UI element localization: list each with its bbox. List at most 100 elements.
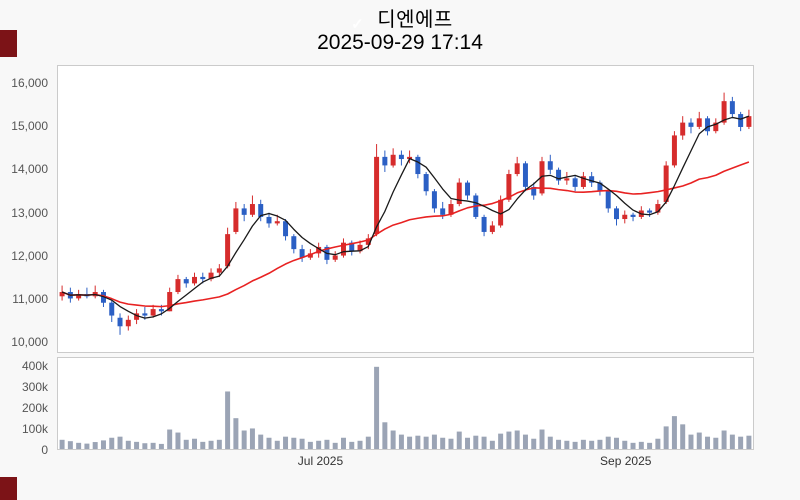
volume-bar (233, 418, 239, 449)
volume-bar (249, 428, 255, 449)
volume-bar (440, 437, 446, 449)
candle-body (688, 122, 694, 127)
candle-body (440, 208, 446, 215)
volume-chart (59, 366, 752, 449)
volume-bar (125, 440, 131, 449)
volume-bar (208, 440, 214, 449)
volume-bar (150, 442, 156, 449)
candle-body (481, 216, 487, 232)
volume-bar (655, 438, 661, 449)
volume-bar (84, 443, 90, 449)
volume-bar (647, 442, 653, 449)
candle-body (407, 156, 413, 160)
candle-body (332, 255, 338, 260)
price-tick-label: 11,000 (12, 292, 48, 307)
candle-body (390, 154, 396, 166)
volume-bar (564, 440, 570, 449)
volume-bar (547, 436, 553, 449)
volume-tick-label: 200k (21, 401, 48, 415)
candle-body (580, 176, 586, 187)
volume-bar (522, 434, 528, 449)
volume-bar (514, 430, 520, 449)
candle-body (59, 292, 65, 297)
volume-bar (291, 437, 297, 449)
volume-bar (158, 443, 164, 449)
candle-body (316, 246, 322, 254)
volume-bar (671, 416, 677, 449)
volume-bar (431, 434, 437, 449)
volume-bar (729, 434, 735, 449)
volume-bar (216, 439, 222, 449)
volume-bar (696, 432, 702, 449)
volume-bar (192, 438, 197, 449)
volume-bar (481, 436, 487, 449)
volume-bar (225, 391, 231, 449)
volume-bar (299, 438, 305, 449)
candle-body (299, 249, 305, 258)
chart-header: ✓ 디엔에프 (0, 3, 800, 35)
time-tick-label: Jul 2025 (297, 454, 344, 468)
volume-bar (597, 439, 603, 449)
candle-body (183, 279, 189, 284)
candle-body (216, 268, 222, 273)
volume-axis-labels: 400k 300k 200k 100k 0 (0, 0, 53, 500)
volume-bar (614, 437, 619, 449)
volume-bar (67, 441, 73, 449)
volume-bar (357, 440, 363, 449)
volume-bar (374, 366, 380, 449)
candle-body (622, 214, 628, 220)
volume-bar (92, 442, 98, 449)
volume-bar (407, 436, 413, 449)
candle-body (556, 169, 562, 181)
price-tick-label: 12,000 (11, 248, 48, 263)
candle-body (76, 294, 82, 299)
volume-bar (175, 432, 181, 449)
volume-bar (324, 439, 330, 449)
candle-body (680, 122, 686, 136)
volume-tick-label: 0 (41, 443, 48, 457)
candle-body (167, 292, 173, 312)
candle-body (398, 154, 404, 160)
volume-bar (283, 436, 289, 449)
candle-body (498, 199, 504, 226)
price-tick-label: 15,000 (11, 119, 48, 134)
candle-body (531, 186, 537, 196)
ma-fast-line (61, 115, 750, 319)
volume-bar (200, 441, 206, 449)
candle-body (125, 319, 131, 327)
volume-tick-label: 300k (21, 380, 48, 395)
candle-body (729, 101, 735, 115)
candle-body (506, 174, 512, 200)
candle-body (382, 156, 388, 166)
volume-bar (183, 439, 189, 449)
volume-bar (142, 443, 148, 449)
candle-body (233, 208, 239, 232)
candle-body (117, 317, 123, 327)
price-tick-label: 10,000 (11, 335, 48, 350)
volume-bar (398, 434, 404, 449)
volume-bar (349, 441, 355, 449)
price-tick-label: 13,000 (11, 205, 48, 220)
ma-slow-line (61, 161, 750, 308)
volume-bar (630, 442, 636, 449)
window-edge-artifact-bottom (0, 477, 17, 500)
candle-body (415, 156, 421, 175)
volume-bar (340, 437, 346, 449)
candle-body (564, 178, 570, 181)
volume-bar (365, 436, 371, 449)
chart-datetime: 2025-09-29 17:14 (317, 31, 483, 54)
volume-bar (498, 433, 504, 449)
volume-bar (382, 422, 388, 449)
volume-tick-label: 400k (21, 359, 48, 374)
candle-body (431, 191, 437, 209)
volume-bar (456, 431, 462, 449)
volume-bar (241, 430, 247, 449)
candle-body (514, 163, 520, 175)
candle-body (283, 221, 289, 237)
candle-body (150, 309, 156, 316)
candle-body (192, 276, 197, 284)
candle-body (614, 208, 619, 220)
candle-body (266, 216, 272, 224)
volume-bar (572, 441, 578, 449)
